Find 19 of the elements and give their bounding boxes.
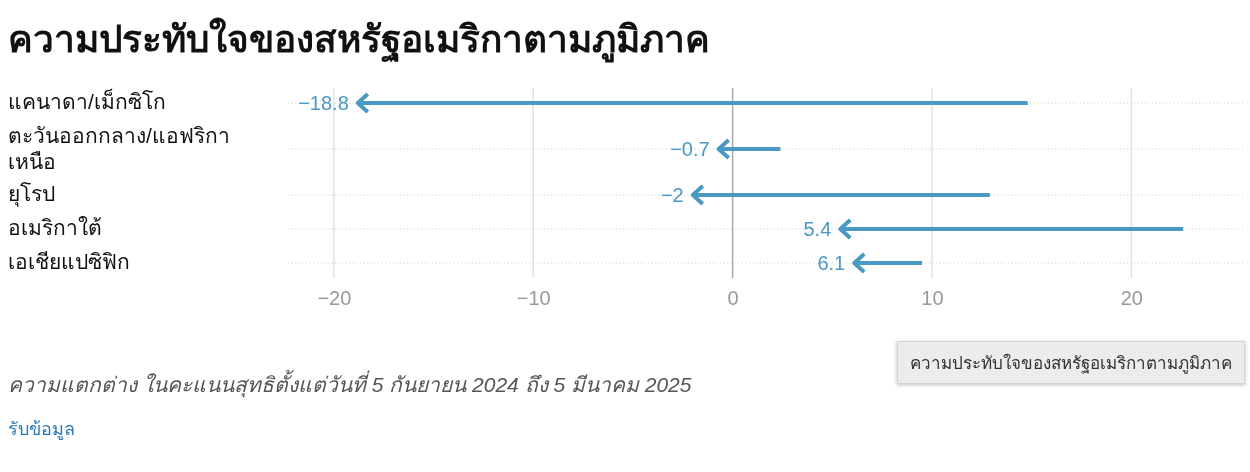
y-tick-label: อเมริกาใต้ [8,215,103,241]
data-label: 6.1 [817,252,846,274]
x-tick-label: 20 [1120,287,1143,309]
x-tick-label: −20 [317,287,352,309]
x-tick-label: −10 [516,287,551,309]
data-label: −18.8 [298,92,349,114]
y-tick-label: ยุโรป [8,181,56,207]
y-tick-label: ตะวันออกกลาง/แอฟริกาเหนือ [8,123,231,175]
data-label: 5.4 [803,218,832,240]
text: ความประทับใจของสหรัฐอเมริกาตามภูมิภาค [897,341,1245,384]
text: ความแตกต่าง ในคะแนนสุทธิตั้งแต่วันที่ 5 กันยายน 2024 ถึง 5 มีนาคม 2025 [8,368,692,400]
data-label: −2 [660,184,684,206]
chart-title: ความประทับใจของสหรัฐอเมริกาตามภูมิภาค [8,18,710,62]
x-tick-label: 10 [921,287,944,309]
y-tick-label: เอเชียแปซิฟิก [8,249,131,275]
text: รับข้อมูล [8,418,75,442]
y-tick-label: แคนาดา/เม็กซิโก [8,89,167,115]
x-tick-label: 0 [727,287,739,309]
data-label: −0.7 [670,138,710,160]
